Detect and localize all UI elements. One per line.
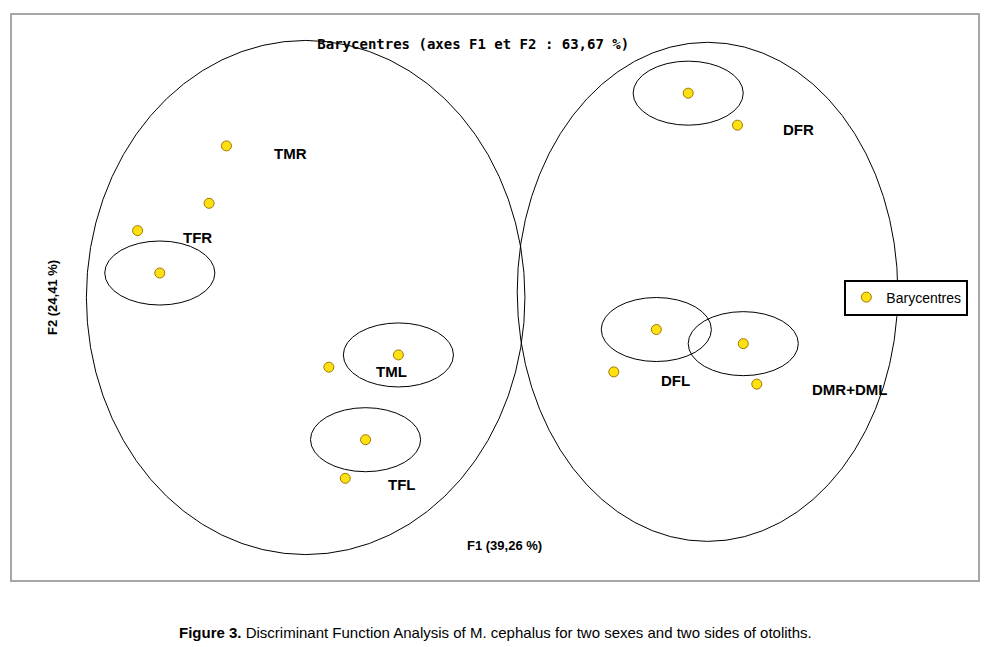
- svg-text:TML: TML: [376, 363, 407, 380]
- svg-text:Figure 3. Discriminant Functio: Figure 3. Discriminant Function Analysis…: [179, 624, 812, 641]
- svg-text:DFR: DFR: [783, 121, 814, 138]
- svg-text:F1 (39,26 %): F1 (39,26 %): [467, 538, 542, 553]
- svg-text:F2 (24,41 %): F2 (24,41 %): [45, 260, 60, 335]
- svg-text:TMR: TMR: [274, 145, 307, 162]
- svg-text:DFL: DFL: [661, 372, 690, 389]
- svg-text:Barycentres: Barycentres: [886, 290, 961, 306]
- svg-text:TFL: TFL: [388, 476, 416, 493]
- svg-text:TFR: TFR: [183, 229, 212, 246]
- svg-text:DMR+DML: DMR+DML: [812, 381, 887, 398]
- svg-text:Barycentres (axes F1 et F2 : 6: Barycentres (axes F1 et F2 : 63,67 %): [317, 36, 629, 52]
